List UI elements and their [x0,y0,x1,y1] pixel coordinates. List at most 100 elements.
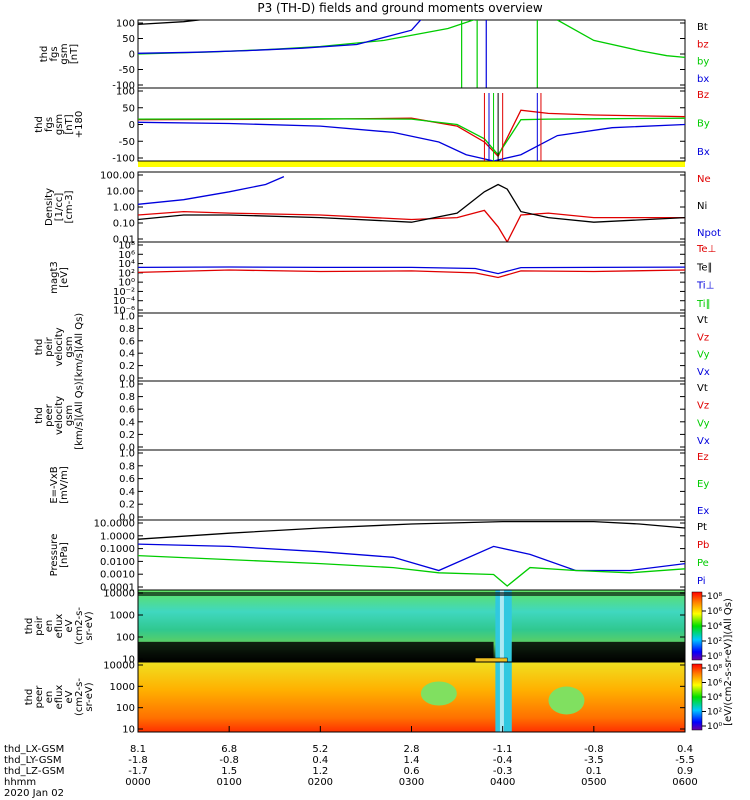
series-ti [138,266,685,275]
x-tick-label-lz: -0.3 [493,766,513,777]
legend-vx: Vx [697,367,710,378]
y-axis-label: +180 [74,111,85,138]
legend-vy: Vy [697,350,710,361]
spectrogram-top-noise [138,592,685,596]
x-row-label: thd_LY-GSM [4,755,61,766]
colorbar-tick-label: 10⁶ [707,607,722,617]
y-tick-label: 1.0000 [100,531,135,542]
y-tick-label: 1.0 [119,380,135,391]
panel-density: 100.00 10.00 1.00 0.10 0.01 Density [1/cc] [cm-… [44,171,721,246]
y-tick-label: 10⁻⁶ [113,306,135,317]
x-tick-label-ly: -1.8 [128,755,148,766]
series-by_late [557,20,685,59]
legend-npot: Npot [697,228,721,239]
x-tick-label-lx: -1.1 [493,744,513,755]
legend-te⊥: Te⊥ [696,244,716,255]
x-tick-label-hhmm: 0100 [216,777,241,788]
y-tick-label: 50 [122,103,135,114]
y-axis-label: eV [64,690,75,703]
x-tick-label-ly: -5.5 [675,755,695,766]
spectrogram-feature [548,686,585,715]
legend-by: by [697,57,709,68]
x-tick-label-lz: 0.1 [586,766,602,777]
x-row-label: thd_LX-GSM [4,744,64,755]
panel-frame [137,87,686,162]
y-tick-label: 100 [116,633,135,644]
x-tick-label-ly: -3.5 [584,755,604,766]
panel-peer_vel: 1.00.8 0.60.4 0.2 0.0 thd peer velocity gsm [km/… [34,380,710,454]
y-tick-label: 0 [129,120,135,131]
y-tick-label: 10.00 [106,187,135,198]
series-bz [138,109,685,158]
y-axis-label: (cm2-s- [74,607,85,645]
y-axis-label: fgs [44,117,55,132]
y-axis-label: thd [34,116,45,133]
legend-ti∥: Ti∥ [696,299,711,310]
panel-efield: 1.00.8 0.6 0.4 0.2 0.0 E=-VxB [mV/m] Ez Ey Ex [49,449,709,524]
y-axis-label: thd [39,46,50,63]
y-axis-label: eflux [54,614,65,639]
y-tick-label: 1.0 [119,449,135,460]
y-tick-label: 0.2 [119,500,135,511]
y-tick-label: -50 [119,137,135,148]
y-tick-label: 10⁶ [118,250,135,261]
y-axis-label: thd [24,689,35,706]
colorbar-tick-label: 10² [707,637,722,647]
y-tick-label: 0.2 [119,430,135,441]
legend-vt: Vt [697,315,708,326]
spectrogram-fill [138,662,685,732]
legend-pe: Pe [697,558,709,569]
y-tick-label: 10⁴ [118,259,135,270]
y-tick-label: 10⁰ [118,278,135,289]
y-axis-label: [nPa] [59,542,70,568]
colorbar-tick-label: 10⁰ [707,722,722,732]
y-tick-label: 0.6 [119,405,135,416]
plot-title: P3 (TH-D) fields and ground moments over… [257,1,542,15]
y-tick-label: 100 [116,19,135,30]
series-by [138,117,685,156]
y-tick-label: 0.2 [119,361,135,372]
legend-pb: Pb [697,540,709,551]
y-axis-label: thd [34,407,45,424]
y-tick-label: 0.8 [119,392,135,403]
series-te [138,269,685,279]
legend-bz: Bz [697,90,709,101]
y-axis-label: gsm [64,405,75,426]
panel-frame [137,519,686,591]
panel-peir_spec: 10⁸ 10⁶ 10⁴ 10² 10⁰ 10000 1000 100 10 thd peir en ef… [24,589,722,666]
x-tick-label-ly: 0.4 [312,755,328,766]
colorbar-tick-label: 10⁰ [707,652,722,662]
legend-ez: Ez [697,452,709,463]
legend-bx: Bx [697,147,710,158]
y-tick-label: 100 [116,703,135,714]
y-axis-label: gsm [64,336,75,357]
y-axis-label: [nT] [69,44,80,64]
panel-frame [137,380,686,451]
x-tick-label-ly: -0.4 [493,755,513,766]
panel-frame [137,171,686,243]
y-tick-label: 0.0 [119,443,135,454]
y-axis-label: Density [44,188,55,226]
y-tick-label: -100 [112,81,135,92]
legend-bz: bz [697,39,709,50]
y-tick-label: 0.8 [119,324,135,335]
colorbar-tick-label: 10² [707,708,722,718]
y-axis-label: en [44,620,55,633]
legend-vy: Vy [697,418,710,429]
y-tick-label: -100 [112,154,135,165]
x-tick-label-ly: -0.8 [219,755,239,766]
quality-flag-bar [138,161,685,167]
legend-bt: Bt [697,22,708,33]
legend-vx: Vx [697,436,710,447]
y-tick-label: 10⁸ [118,241,135,252]
y-tick-label: 10⁻² [113,287,135,298]
y-axis-label: [cm-3] [64,190,75,223]
y-tick-label: 0.4 [119,487,135,498]
x-tick-label-hhmm: 0400 [490,777,515,788]
y-tick-label: 0.0 [119,513,135,524]
y-tick-label: 0.8 [119,461,135,472]
y-tick-label: 0.10 [113,219,135,230]
